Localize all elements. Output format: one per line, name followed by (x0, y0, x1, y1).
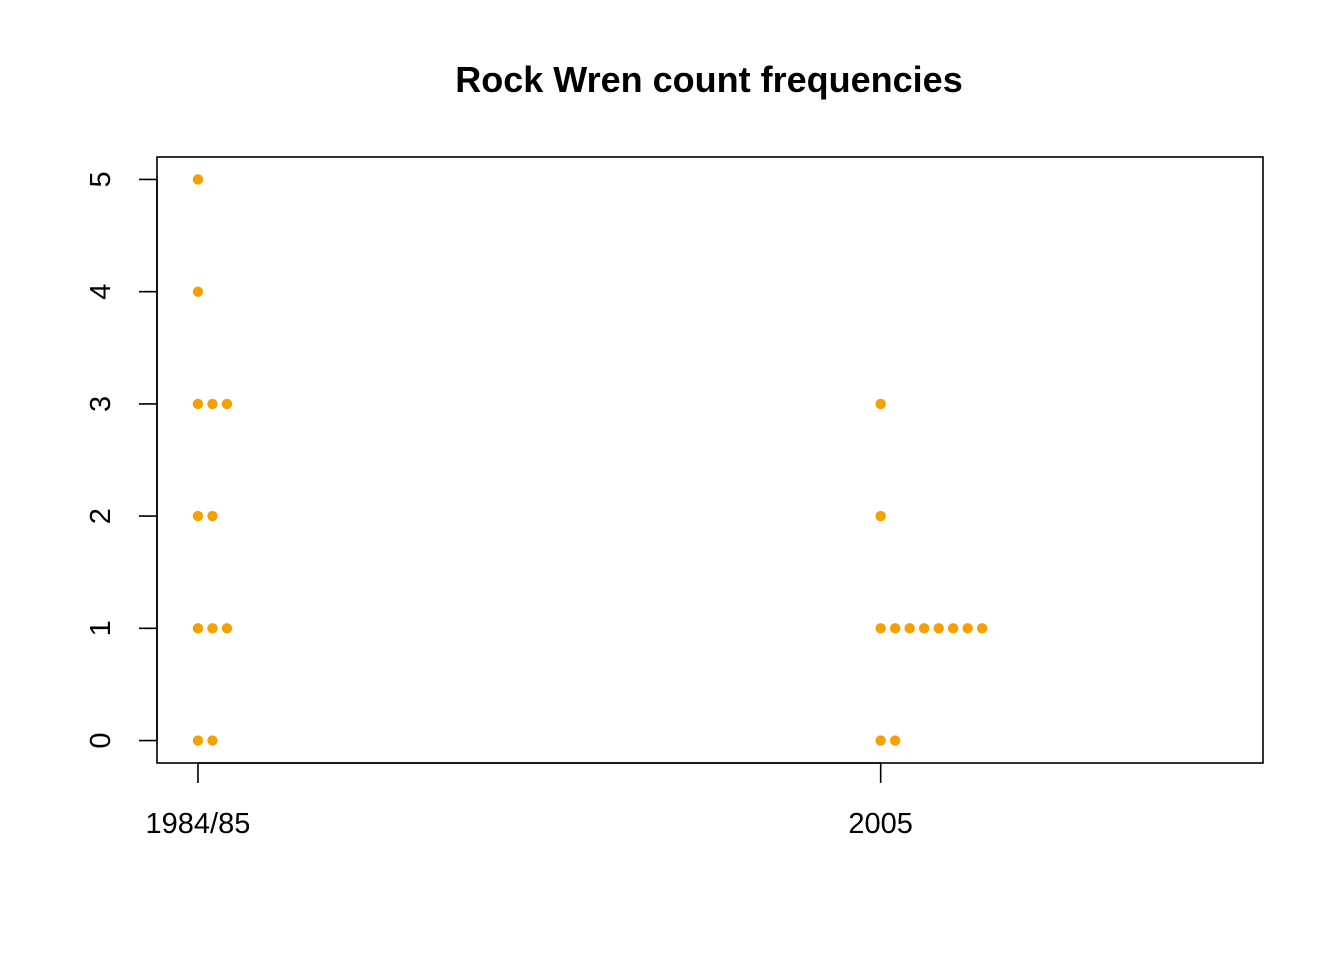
data-point (918, 623, 930, 634)
y-tick-label: 0 (85, 732, 117, 748)
data-point (904, 623, 915, 634)
data-point (192, 286, 204, 297)
data-point (875, 735, 886, 746)
y-tick-label: 2 (85, 508, 117, 524)
data-point (875, 623, 886, 634)
x-tick-label: 1984/85 (146, 808, 251, 840)
data-point (207, 510, 218, 522)
data-point (192, 510, 204, 522)
data-point (207, 735, 218, 746)
data-point (933, 623, 944, 634)
data-point (875, 510, 886, 522)
data-point (962, 623, 973, 634)
data-points (192, 174, 988, 746)
x-tick-label: 2005 (848, 808, 913, 840)
data-point (889, 735, 901, 746)
y-tick-label: 1 (85, 620, 117, 636)
plot-frame (156, 156, 1264, 764)
data-point (207, 398, 218, 410)
data-point (192, 735, 204, 746)
data-point (192, 623, 204, 634)
y-axis: 0 1 2 3 4 5 (85, 171, 158, 749)
data-point (221, 398, 233, 410)
data-point (889, 623, 901, 634)
data-point (221, 623, 233, 634)
y-tick-label: 3 (85, 396, 117, 412)
data-point (207, 623, 218, 634)
chart-title: Rock Wren count frequencies (455, 59, 962, 100)
data-point (192, 174, 204, 185)
data-point (947, 623, 959, 634)
data-point (875, 398, 886, 410)
data-point (192, 398, 204, 410)
data-point (976, 623, 988, 634)
y-tick-label: 5 (85, 171, 117, 187)
y-tick-label: 4 (85, 284, 117, 300)
x-axis: 1984/85 2005 (146, 762, 913, 840)
